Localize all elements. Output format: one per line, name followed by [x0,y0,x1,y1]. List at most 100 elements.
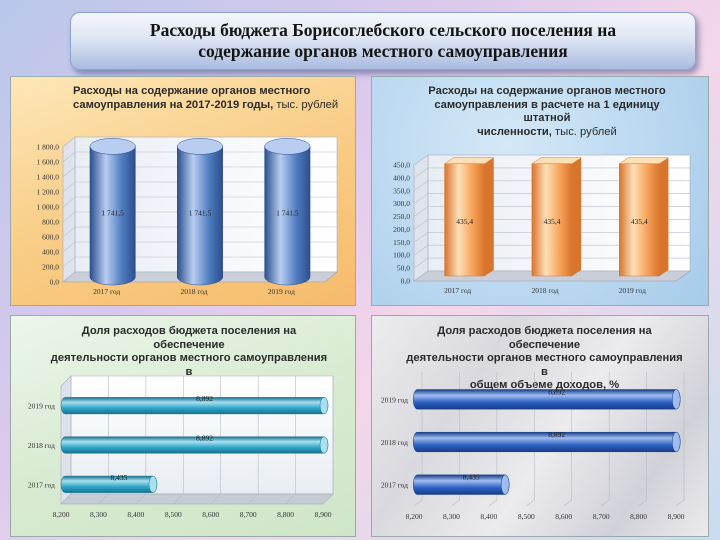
plot-floor [60,493,334,505]
y-tick-label: 2018 год [381,438,408,447]
gridline [62,241,337,253]
bar-end-cap [148,475,158,493]
gridline [62,166,337,178]
bar-top [89,138,136,155]
bar-end-cap [671,389,681,410]
y-tick-label: 150,0 [393,238,410,247]
gridline [563,372,573,507]
gridline [451,372,460,507]
gridline [62,181,337,193]
y-tick-label: 200,0 [393,225,410,234]
chart-svg: 0,0 200,0 400,0 600,0 800,0 1 000,0 1 200,0 1 4… [37,136,338,296]
y-tick-label: 800,0 [42,218,59,227]
y-tick-label: 400,0 [393,173,410,182]
bar [60,436,329,454]
gridline [413,219,690,230]
bar [412,389,681,410]
bar [444,163,486,277]
gridline [413,206,690,217]
gridline [413,232,690,243]
gridline [600,372,610,507]
bar-end-cap [671,431,681,453]
y-tick-label: 0,0 [401,277,411,286]
x-tick-label: 8,400 [127,510,144,519]
gridline [62,271,337,283]
gridline [62,151,337,163]
gridline [322,376,334,505]
gridline [285,376,296,505]
x-tick-label: 8,500 [165,510,182,519]
data-label: 435,4 [544,217,561,226]
bar-end-cap [500,474,510,495]
bar [177,146,223,286]
y-tick-label: 600,0 [42,233,59,242]
gridline [675,372,685,507]
x-tick-label: 2019 год [619,286,646,295]
chart-title-text: Расходы на содержание органов местного с… [428,85,666,138]
gridline [413,154,690,166]
x-tick-label: 8,200 [53,510,70,519]
x-tick-label: 2018 год [180,287,207,296]
chart-svg: 8,200 8,300 8,400 8,500 8,600 8,700 8,800 8,900… [381,372,685,521]
plot-side-wall [413,154,429,282]
y-tick-label: 400,0 [42,248,59,257]
bar-top [531,157,582,165]
chart-title-text: Расходы на содержание органов местного с… [73,85,311,111]
gridline [62,226,337,238]
y-tick-label: 200,0 [42,263,59,272]
y-tick-label: 2017 год [28,480,55,489]
x-tick-label: 2018 год [531,286,558,295]
x-tick-label: 8,400 [480,512,497,521]
gridline [413,193,690,204]
gridline [413,372,423,507]
gridline [135,376,147,505]
bar [264,146,311,286]
chart-title-unit: тыс. рублей [276,98,339,111]
x-tick-label: 8,800 [630,512,647,521]
x-tick-label: 8,500 [518,512,535,521]
data-label: 435,4 [456,217,473,226]
y-tick-label: 250,0 [393,212,410,221]
bar [89,146,136,286]
chart-title: Расходы на содержание органов местного с… [412,85,682,139]
x-tick-label: 8,300 [90,510,107,519]
bar [618,163,660,277]
gridline [173,376,184,505]
gridline [488,372,498,507]
chart-title-unit: тыс. рублей [555,125,617,138]
x-tick-label: 8,600 [555,512,572,521]
x-tick-label: 2019 год [268,287,295,296]
bar-top [264,138,311,155]
bar-top [443,157,495,165]
bar-end-cap [319,397,329,415]
data-label: 8,435 [111,473,128,482]
data-label: 1 741,5 [276,209,299,218]
data-label: 8,892 [548,387,565,396]
y-tick-label: 2019 год [28,402,55,411]
x-tick-label: 8,800 [277,510,294,519]
bar-side [572,157,582,276]
plot-side-wall [62,136,76,283]
y-tick-label: 50,0 [397,264,410,273]
gridline [413,180,690,192]
y-tick-label: 2018 год [28,441,55,450]
chart-panel-share-of-revenue: Доля расходов бюджета поселения на обесп… [371,315,709,537]
gridline [638,372,647,507]
gridline [62,136,337,148]
y-tick-label: 1 000,0 [37,203,60,212]
chart-title: Доля расходов бюджета поселения на обесп… [406,325,683,391]
gridline [210,376,222,505]
chart-panel-expenses-per-staff: Расходы на содержание органов местного с… [371,76,709,306]
bar-top [177,138,223,155]
gridline [60,376,72,505]
y-tick-label: 1 600,0 [37,158,60,167]
gridline [413,167,690,179]
x-tick-label: 2017 год [93,287,120,296]
bar-top [618,157,670,165]
x-tick-label: 8,700 [240,510,257,519]
chart-svg: 0,0 50,0 100,0 150,0 200,0 250,0 300,0 350,0 400… [393,154,691,295]
gridline [526,372,535,507]
y-tick-label: 2019 год [381,395,408,404]
slide-title-banner: Расходы бюджета Борисоглебского сельског… [70,12,696,70]
bar [412,431,681,453]
